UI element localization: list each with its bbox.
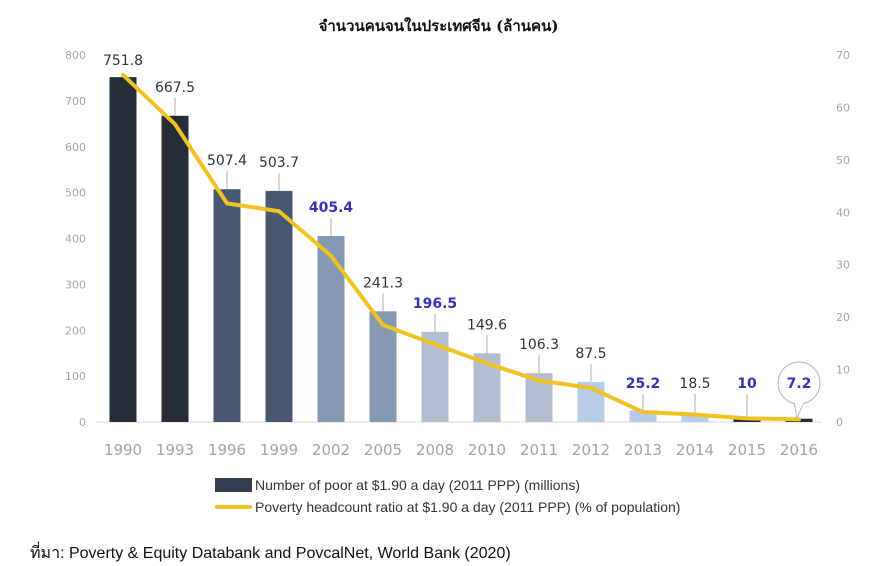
legend-item-line: Poverty headcount ratio at $1.90 a day (…	[215, 496, 680, 518]
chart-plot: 0 100 200 300 400 500 600 700 800 0 10 20 30 40 50 60 7…	[65, 49, 850, 459]
label-leader-lines	[174, 97, 748, 418]
bar	[109, 77, 137, 422]
source-note: ที่มา: Poverty & Equity Databank and Pov…	[30, 545, 511, 562]
bar	[161, 115, 189, 423]
x-axis-tick-label: 2012	[572, 441, 610, 459]
x-axis-tick-label: 2014	[676, 441, 714, 459]
right-axis-ticks: 0 10 20 30 40 50 60 70	[836, 49, 850, 429]
left-axis-tick-label: 100	[65, 370, 86, 383]
left-axis-tick-label: 300	[65, 278, 86, 291]
callout-bubble	[777, 361, 821, 420]
legend-bar-swatch	[215, 478, 252, 492]
bar	[317, 236, 345, 422]
data-label: 25.2	[626, 376, 661, 392]
legend-item-bars: Number of poor at $1.90 a day (2011 PPP)…	[215, 474, 680, 496]
data-label: 241.3	[363, 275, 403, 291]
left-axis-tick-label: 200	[65, 324, 86, 337]
callout-gap	[795, 401, 803, 405]
data-label: 196.5	[413, 296, 457, 312]
right-axis-tick-label: 0	[836, 416, 843, 429]
left-axis-ticks: 0 100 200 300 400 500 600 700 800	[65, 49, 86, 429]
left-axis-tick-label: 700	[65, 95, 86, 108]
right-axis-tick-label: 60	[836, 101, 850, 114]
bar	[629, 410, 657, 422]
x-axis-tick-label: 2008	[416, 441, 454, 459]
bar	[681, 413, 709, 422]
data-label: 87.5	[575, 346, 606, 362]
x-axis-tick-label: 1993	[156, 441, 194, 459]
left-axis-tick-label: 500	[65, 187, 86, 200]
data-label: 507.4	[207, 153, 247, 169]
callout-pointer	[793, 401, 805, 420]
x-axis-tick-label: 1996	[208, 441, 246, 459]
x-axis-tick-label: 2016	[780, 441, 818, 459]
x-axis-tick-label: 1990	[104, 441, 142, 459]
data-label: 405.4	[309, 200, 354, 216]
legend: Number of poor at $1.90 a day (2011 PPP)…	[215, 474, 680, 518]
right-axis-tick-label: 70	[836, 49, 850, 62]
data-labels: 751.8 667.5 507.4 503.7 405.4 241.3 196.5 149.6…	[103, 53, 811, 392]
right-axis-tick-label: 10	[836, 364, 850, 377]
bar	[213, 189, 241, 422]
x-axis-tick-label: 2002	[312, 441, 350, 459]
right-axis-tick-label: 20	[836, 311, 850, 324]
data-label: 667.5	[155, 80, 195, 96]
x-axis-tick-label: 1999	[260, 441, 298, 459]
x-axis-tick-label: 2013	[624, 441, 662, 459]
x-axis-tick-label: 2015	[728, 441, 766, 459]
x-axis-tick-label: 2005	[364, 441, 402, 459]
legend-label-bars: Number of poor at $1.90 a day (2011 PPP)…	[255, 477, 581, 493]
left-axis-tick-label: 400	[65, 233, 86, 246]
legend-label-line: Poverty headcount ratio at $1.90 a day (…	[255, 499, 681, 515]
data-label: 503.7	[259, 155, 299, 171]
right-axis-tick-label: 40	[836, 206, 850, 219]
x-axis-ticks: 1990 1993 1996 1999 2002 2005 2008 2010 2011 2012…	[104, 441, 818, 459]
legend-line-swatch	[215, 505, 252, 509]
poverty-ratio-line	[121, 72, 801, 422]
left-axis-tick-label: 800	[65, 49, 86, 62]
chart-title: จำนวนคนจนในประเทศจีน (ล้านคน)	[318, 17, 559, 35]
bar	[265, 190, 293, 422]
line-series	[121, 72, 801, 422]
data-label: 10	[737, 376, 757, 392]
x-axis-tick-label: 2010	[468, 441, 506, 459]
data-label: 149.6	[467, 317, 507, 333]
data-label: 106.3	[519, 337, 559, 353]
data-label: 7.2	[787, 376, 812, 392]
x-axis-tick-label: 2011	[520, 441, 558, 459]
right-axis-tick-label: 50	[836, 154, 850, 167]
right-axis-tick-label: 30	[836, 259, 850, 272]
data-label: 18.5	[679, 376, 710, 392]
left-axis-tick-label: 600	[65, 141, 86, 154]
data-label: 751.8	[103, 53, 143, 69]
bar-series	[109, 77, 813, 423]
left-axis-tick-label: 0	[79, 416, 86, 429]
